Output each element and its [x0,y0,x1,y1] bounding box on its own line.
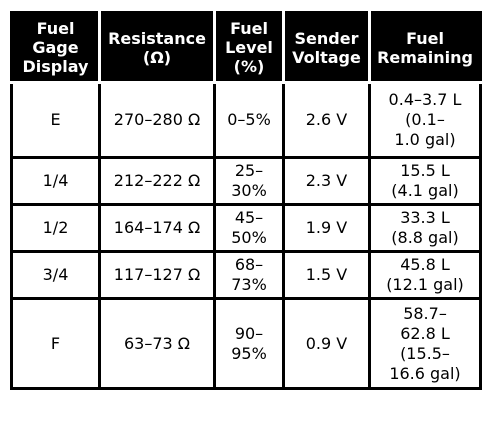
cell-display: 1/2 [10,203,101,253]
table-row: 3/4 117–127 Ω 68– 73% 1.5 V 45.8 L (12.1… [10,250,482,300]
cell-level: 25– 30% [213,156,285,206]
cell-voltage: 1.5 V [282,250,371,300]
cell-voltage: 1.9 V [282,203,371,253]
cell-voltage: 2.6 V [282,81,371,159]
header-fuel-gage-display: Fuel Gage Display [10,11,101,84]
cell-remaining: 45.8 L (12.1 gal) [368,250,482,300]
cell-resistance: 270–280 Ω [98,81,216,159]
header-fuel-remaining: Fuel Remaining [368,11,482,84]
table-row: 1/2 164–174 Ω 45– 50% 1.9 V 33.3 L (8.8 … [10,203,482,253]
cell-resistance: 212–222 Ω [98,156,216,206]
header-fuel-level: Fuel Level (%) [213,11,285,84]
cell-display: F [10,297,101,390]
cell-resistance: 63–73 Ω [98,297,216,390]
cell-remaining: 15.5 L (4.1 gal) [368,156,482,206]
table-row: F 63–73 Ω 90– 95% 0.9 V 58.7– 62.8 L (15… [10,297,482,390]
header-row: Fuel Gage Display Resistance (Ω) Fuel Le… [10,11,482,84]
cell-voltage: 2.3 V [282,156,371,206]
cell-display: 1/4 [10,156,101,206]
cell-resistance: 117–127 Ω [98,250,216,300]
cell-remaining: 58.7– 62.8 L (15.5– 16.6 gal) [368,297,482,390]
cell-level: 90– 95% [213,297,285,390]
fuel-gage-table: Fuel Gage Display Resistance (Ω) Fuel Le… [10,11,482,390]
table-row: 1/4 212–222 Ω 25– 30% 2.3 V 15.5 L (4.1 … [10,156,482,206]
cell-voltage: 0.9 V [282,297,371,390]
cell-display: 3/4 [10,250,101,300]
header-sender-voltage: Sender Voltage [282,11,371,84]
cell-level: 45– 50% [213,203,285,253]
header-resistance: Resistance (Ω) [98,11,216,84]
cell-remaining: 33.3 L (8.8 gal) [368,203,482,253]
cell-level: 0–5% [213,81,285,159]
cell-level: 68– 73% [213,250,285,300]
cell-remaining: 0.4–3.7 L (0.1– 1.0 gal) [368,81,482,159]
cell-display: E [10,81,101,159]
table-row: E 270–280 Ω 0–5% 2.6 V 0.4–3.7 L (0.1– 1… [10,81,482,159]
cell-resistance: 164–174 Ω [98,203,216,253]
